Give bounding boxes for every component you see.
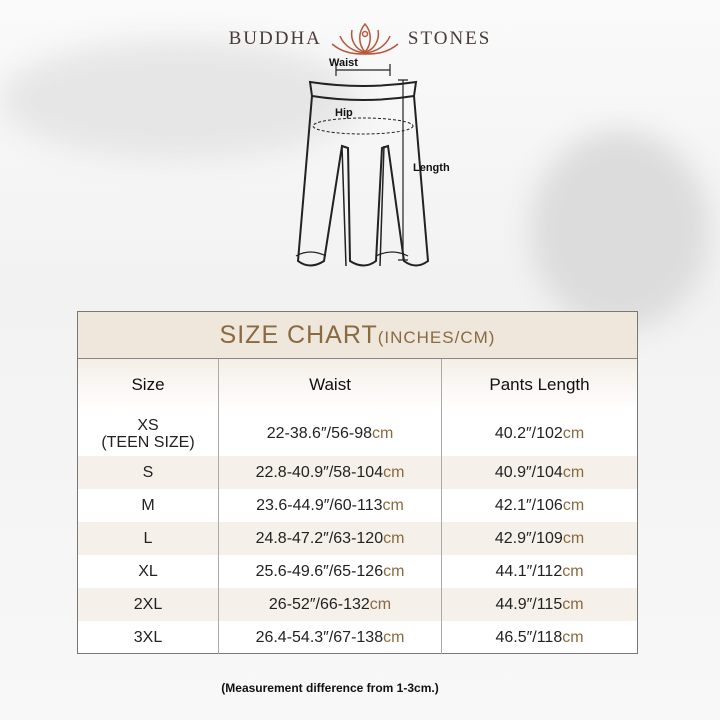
pants-diagram: [295, 64, 430, 267]
length-cell: 42.1″/106 cm: [494, 496, 585, 514]
table-row: XL 25.6-49.6″/65-126 cm 44.1″/112 cm: [78, 555, 637, 588]
units-label: (INCHES/CM): [377, 328, 496, 347]
waist-cell: 24.8-47.2″/63-120 cm: [219, 522, 442, 555]
size-cell: XS (TEEN SIZE): [78, 411, 219, 456]
lotus-icon: [331, 22, 399, 55]
waist-cell: 22.8-40.9″/58-104 cm: [219, 456, 442, 489]
size-cell: 3XL: [78, 621, 219, 654]
size-chart-title: SIZE CHART(INCHES/CM): [78, 312, 637, 359]
header-size: Size: [78, 359, 219, 411]
measurement-note: (Measurement difference from 1-3cm.): [221, 681, 439, 695]
length-cell: 44.9″/115 cm: [495, 595, 584, 613]
size-chart-table: SIZE CHART(INCHES/CM) Size Waist Pants L…: [77, 311, 638, 654]
table-row: S 22.8-40.9″/58-104 cm 40.9″/104 cm: [78, 456, 637, 489]
length-label: Length: [413, 162, 450, 174]
table-row: M 23.6-44.9″/60-113 cm 42.1″/106 cm: [78, 489, 637, 522]
waist-label: Waist: [329, 57, 358, 69]
size-cell: 2XL: [78, 588, 219, 621]
table-row: L 24.8-47.2″/63-120 cm 42.9″/109 cm: [78, 522, 637, 555]
mountain-mist: [530, 130, 710, 330]
table-row: 3XL 26.4-54.3″/67-138 cm 46.5″/118 cm: [78, 621, 637, 654]
brand-right: STONES: [407, 28, 492, 49]
table-row: XS (TEEN SIZE) 22-38.6″/56-98 cm 40.2″/102…: [78, 411, 637, 456]
mountain-mist: [0, 40, 360, 160]
header-length: Pants Length: [489, 375, 590, 394]
waist-cell: 26.4-54.3″/67-138 cm: [219, 621, 442, 654]
length-cell: 40.9″/104 cm: [494, 463, 585, 481]
waist-cell: 23.6-44.9″/60-113 cm: [219, 489, 442, 522]
size-cell: XL: [78, 555, 219, 588]
size-cell: M: [78, 489, 219, 522]
size-cell: L: [78, 522, 219, 555]
length-cell: 44.1″/112 cm: [495, 562, 584, 580]
length-cell: 40.2″/102 cm: [494, 424, 585, 442]
length-cell: 46.5″/118 cm: [495, 628, 584, 646]
waist-cell: 22-38.6″/56-98 cm: [219, 411, 442, 456]
header-waist: Waist: [219, 359, 442, 411]
brand-logo: BUDDHA STONES: [0, 22, 720, 56]
waist-cell: 26-52″/66-132 cm: [219, 588, 442, 621]
size-cell: S: [78, 456, 219, 489]
brand-left: BUDDHA: [228, 28, 322, 49]
length-cell: 42.9″/109 cm: [494, 529, 585, 547]
hip-label: Hip: [335, 107, 353, 119]
waist-cell: 25.6-49.6″/65-126 cm: [219, 555, 442, 588]
table-row: 2XL 26-52″/66-132 cm 44.9″/115 cm: [78, 588, 637, 621]
header-row: Size Waist Pants Length: [78, 359, 637, 411]
